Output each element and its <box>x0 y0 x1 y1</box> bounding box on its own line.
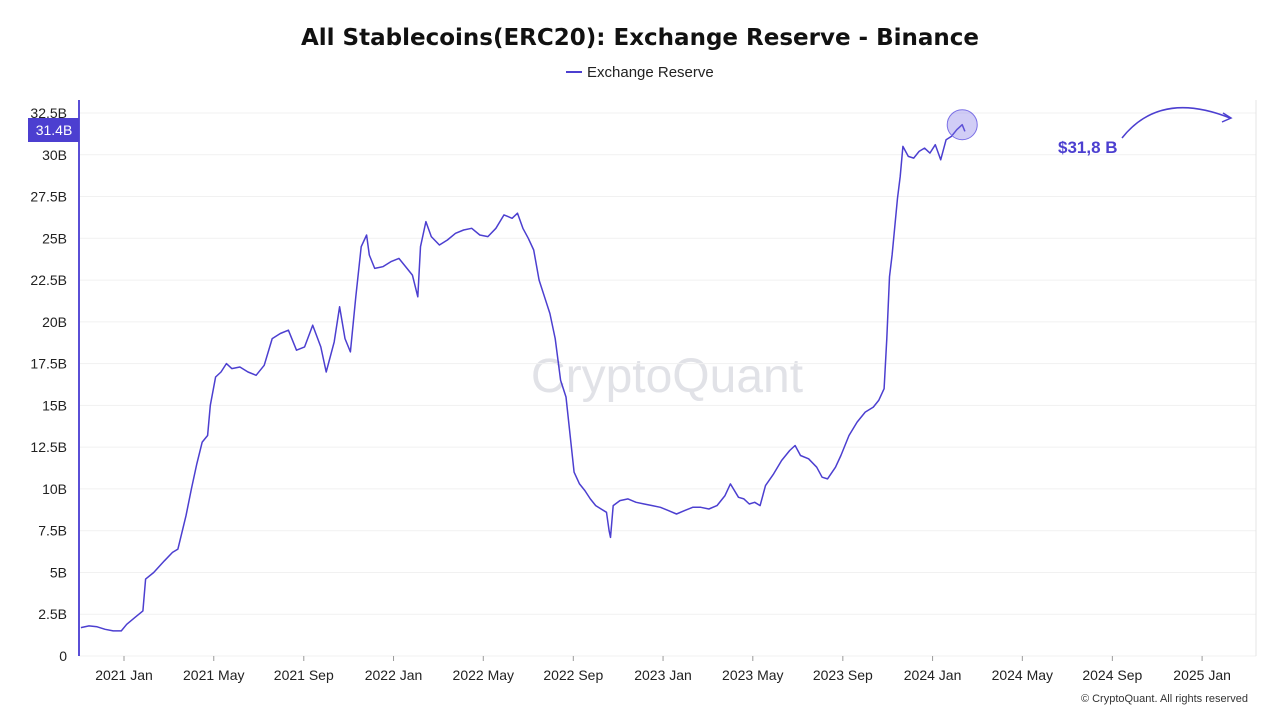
x-axis-ticks: 2021 Jan 2021 May 2021 Sep 2022 Jan 2022 May… <box>95 656 1231 683</box>
annotation-arrowhead <box>1221 112 1233 123</box>
x-tick-label: 2021 May <box>183 667 244 683</box>
y-tick-label: 2.5B <box>38 606 67 622</box>
y-tick-label: 20B <box>42 314 67 330</box>
legend-label: Exchange Reserve <box>587 64 714 81</box>
legend[interactable]: Exchange Reserve <box>566 64 714 81</box>
y-tick-label: 10B <box>42 481 67 497</box>
last-value-badge: 31.4B <box>28 118 79 142</box>
gridlines <box>79 112 1256 657</box>
annotation-arrow <box>1121 107 1231 139</box>
y-tick-label: 12.5B <box>30 439 67 455</box>
series-line-exchange-reserve[interactable] <box>80 123 966 632</box>
y-tick-label: 5B <box>50 564 67 580</box>
x-tick-label: 2024 Jan <box>904 667 962 683</box>
x-tick-label: 2022 Jan <box>365 667 423 683</box>
y-tick-label: 30B <box>42 147 67 163</box>
x-tick-label: 2021 Sep <box>274 667 334 683</box>
watermark: CryptoQuant <box>531 350 803 403</box>
y-tick-label: 27.5B <box>30 189 67 205</box>
annotation: $31,8 B <box>1058 107 1233 157</box>
y-tick-label: 0 <box>59 648 67 664</box>
x-tick-label: 2021 Jan <box>95 667 153 683</box>
y-tick-label: 22.5B <box>30 272 67 288</box>
x-tick-label: 2025 Jan <box>1173 667 1231 683</box>
y-axis-ticks: 0 2.5B 5B 7.5B 10B 12.5B 15B 17.5B 20B 22.5B 25B 27… <box>30 105 67 664</box>
y-tick-label: 15B <box>42 397 67 413</box>
copyright-text: © CryptoQuant. All rights reserved <box>1081 693 1248 705</box>
x-tick-label: 2022 May <box>453 667 514 683</box>
x-tick-label: 2023 Sep <box>813 667 873 683</box>
x-tick-label: 2022 Sep <box>543 667 603 683</box>
highlight-marker[interactable] <box>946 109 978 141</box>
y-tick-label: 17.5B <box>30 356 67 372</box>
last-value-badge-text: 31.4B <box>36 122 73 138</box>
x-tick-label: 2023 May <box>722 667 783 683</box>
x-tick-label: 2024 Sep <box>1082 667 1142 683</box>
y-tick-label: 32.5B <box>30 105 67 121</box>
annotation-label: $31,8 B <box>1058 138 1118 157</box>
x-tick-label: 2024 May <box>992 667 1053 683</box>
chart-title: All Stablecoins(ERC20): Exchange Reserve… <box>301 25 979 51</box>
last-value-badge-bg <box>28 118 79 142</box>
x-tick-label: 2023 Jan <box>634 667 692 683</box>
y-tick-label: 25B <box>42 230 67 246</box>
y-tick-label: 7.5B <box>38 523 67 539</box>
